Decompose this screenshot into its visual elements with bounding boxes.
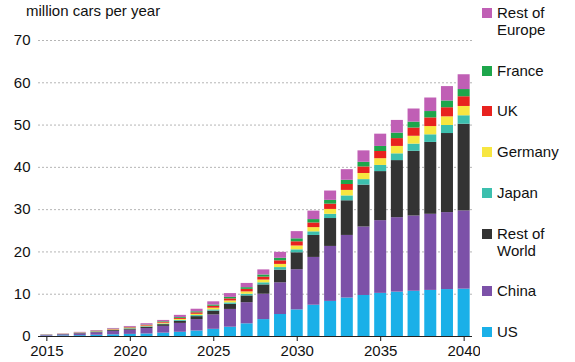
svg-text:50: 50 [14,116,31,133]
html-text:US: US [497,322,518,340]
html-text:Japan: Japan [497,183,538,201]
svg-text:2025: 2025 [197,342,230,359]
svg-text:10: 10 [14,285,31,302]
svg-text:70: 70 [14,31,31,48]
html-text:Rest of Europe: Rest of Europe [497,4,546,38]
svg-text:30: 30 [14,200,31,217]
svg-text:40: 40 [14,158,31,175]
svg-text:20: 20 [14,243,31,260]
svg-text:2035: 2035 [364,342,397,359]
svg-text:0: 0 [22,327,31,345]
svg-text:60: 60 [14,74,31,91]
html-text:Rest of World: Rest of World [497,224,545,259]
svg-text:2030: 2030 [281,342,314,359]
html-text:China: China [497,282,537,300]
html-text:million cars per year: million cars per year [26,2,161,19]
html-text:France: France [497,61,544,79]
html-text:Germany: Germany [497,143,559,161]
html-text:UK: UK [497,102,518,120]
svg-text:2040: 2040 [447,342,480,359]
svg-text:2020: 2020 [114,342,147,359]
svg-text:2015: 2015 [30,342,63,359]
